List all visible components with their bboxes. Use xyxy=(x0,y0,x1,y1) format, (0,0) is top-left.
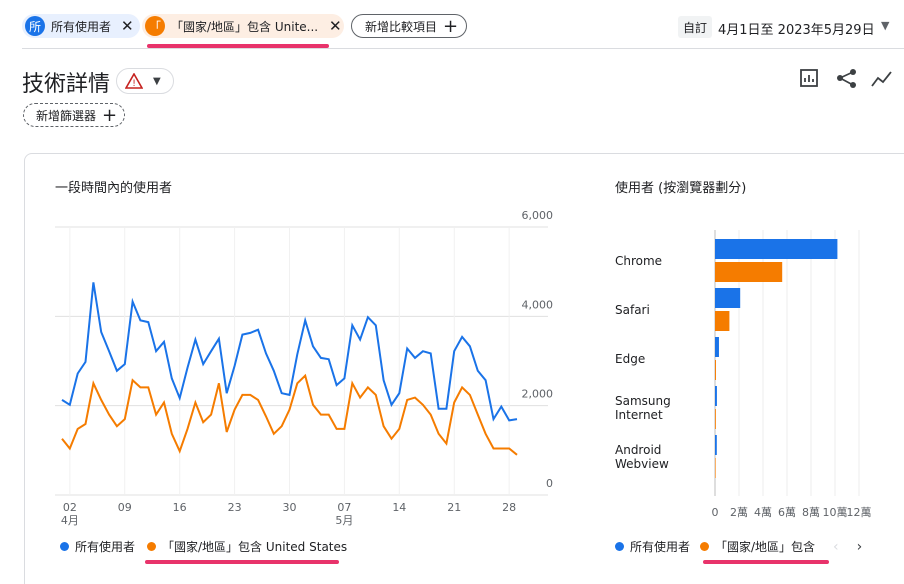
x-tick-label: 0 xyxy=(712,506,719,519)
svg-text:!: ! xyxy=(132,79,136,89)
x-tick-label: 07 xyxy=(337,501,351,514)
bar xyxy=(715,239,838,259)
share-icon[interactable] xyxy=(837,69,856,88)
bar-legend: 所有使用者 「國家/地區」包含 United States ‹ › xyxy=(615,538,862,555)
legend-label: 「國家/地區」包含 United States xyxy=(715,540,819,554)
x-tick-label: 02 xyxy=(63,501,77,514)
category-label-line: Webview xyxy=(615,457,669,471)
x-tick-label: 23 xyxy=(228,501,242,514)
bar-chart-title: 使用者 (按瀏覽器劃分) xyxy=(615,180,746,196)
legend-label: 所有使用者 xyxy=(630,540,691,554)
y-tick-label: 6,000 xyxy=(522,209,554,222)
dropdown-icon[interactable]: ▼ xyxy=(881,19,890,32)
x-tick-label: 14 xyxy=(392,501,406,514)
legend-swatch xyxy=(615,542,624,551)
chip-badge: 所 xyxy=(25,16,45,36)
line-chart-title: 一段時間內的使用者 xyxy=(55,180,172,196)
x-tick-label: 4萬 xyxy=(754,506,772,519)
category-label: Edge xyxy=(615,352,645,366)
x-tick-label: 10萬 xyxy=(823,506,848,519)
x-month-label: 5月 xyxy=(335,514,353,527)
x-tick-label: 21 xyxy=(447,501,461,514)
highlight-underline xyxy=(145,560,339,564)
x-tick-label: 12萬 xyxy=(847,506,872,519)
date-range[interactable]: 4月1日至 2023年5月29日 xyxy=(718,23,875,38)
x-tick-label: 30 xyxy=(283,501,297,514)
dropdown-icon: ▼ xyxy=(153,75,161,87)
warning-icon: ! xyxy=(125,73,143,89)
x-tick-label: 09 xyxy=(118,501,132,514)
bar xyxy=(715,311,730,331)
plus-icon: + xyxy=(102,104,118,126)
x-tick-label: 8萬 xyxy=(802,506,820,519)
x-month-label: 4月 xyxy=(61,514,79,527)
chip-badge: 「 xyxy=(145,16,165,36)
edit-report-icon[interactable] xyxy=(800,69,818,87)
comparison-chip[interactable]: 所 所有使用者 ✕ xyxy=(22,14,140,38)
x-tick-label: 2萬 xyxy=(730,506,748,519)
line-series xyxy=(61,282,518,422)
category-label: Chrome xyxy=(615,254,662,268)
y-tick-label: 4,000 xyxy=(522,298,554,311)
x-tick-label: 6萬 xyxy=(778,506,796,519)
bar xyxy=(715,458,716,478)
insights-icon[interactable] xyxy=(871,71,892,87)
legend-swatch xyxy=(147,542,157,551)
category-label-line: Android xyxy=(615,443,661,457)
legend-swatch xyxy=(700,542,710,551)
date-mode: 自訂 xyxy=(678,16,713,38)
bar xyxy=(715,435,717,455)
y-tick-label: 2,000 xyxy=(522,388,554,401)
warning-button[interactable]: ! ▼ xyxy=(116,68,174,94)
comparison-chip[interactable]: 「 「國家/地區」包含 Unite... ✕ xyxy=(142,14,344,38)
legend-prev[interactable]: ‹ xyxy=(833,538,839,555)
highlight-underline xyxy=(147,44,329,48)
divider xyxy=(22,48,904,49)
chart-card xyxy=(24,153,904,584)
toolbar-icons xyxy=(800,69,892,88)
button-label: 新增篩選器 xyxy=(36,108,97,123)
category-label-line: Internet xyxy=(615,408,663,422)
close-icon[interactable]: ✕ xyxy=(121,17,134,35)
x-tick-label: 16 xyxy=(173,501,187,514)
line-legend: 所有使用者 「國家/地區」包含 United States xyxy=(60,538,347,555)
chip-label: 所有使用者 xyxy=(51,19,112,34)
bar xyxy=(715,337,719,357)
legend-swatch xyxy=(60,542,69,551)
legend-label: 所有使用者 xyxy=(75,540,136,554)
legend-next[interactable]: › xyxy=(856,538,863,555)
add-comparison-button[interactable]: 新增比較項目 + xyxy=(351,14,467,38)
line-series xyxy=(61,373,518,456)
bar xyxy=(715,262,783,282)
category-label: Samsung Internet xyxy=(615,394,671,422)
x-tick-label: 28 xyxy=(502,501,516,514)
button-label: 新增比較項目 xyxy=(365,19,438,34)
plus-icon: + xyxy=(443,15,459,37)
page-title: 技術詳情 xyxy=(22,72,111,97)
category-label: Android Webview xyxy=(615,443,669,471)
category-label: Safari xyxy=(615,303,650,317)
add-filter-button[interactable]: 新增篩選器 + xyxy=(23,103,125,127)
category-label-line: Samsung xyxy=(615,394,671,408)
bar xyxy=(715,360,716,380)
bar xyxy=(715,288,741,308)
bar xyxy=(715,409,716,429)
chip-label: 「國家/地區」包含 Unite... xyxy=(171,19,319,34)
y-tick-label: 0 xyxy=(546,477,553,490)
highlight-underline xyxy=(703,560,829,564)
bar xyxy=(715,386,717,406)
legend-label: 「國家/地區」包含 United States xyxy=(162,540,348,554)
close-icon[interactable]: ✕ xyxy=(329,17,342,35)
